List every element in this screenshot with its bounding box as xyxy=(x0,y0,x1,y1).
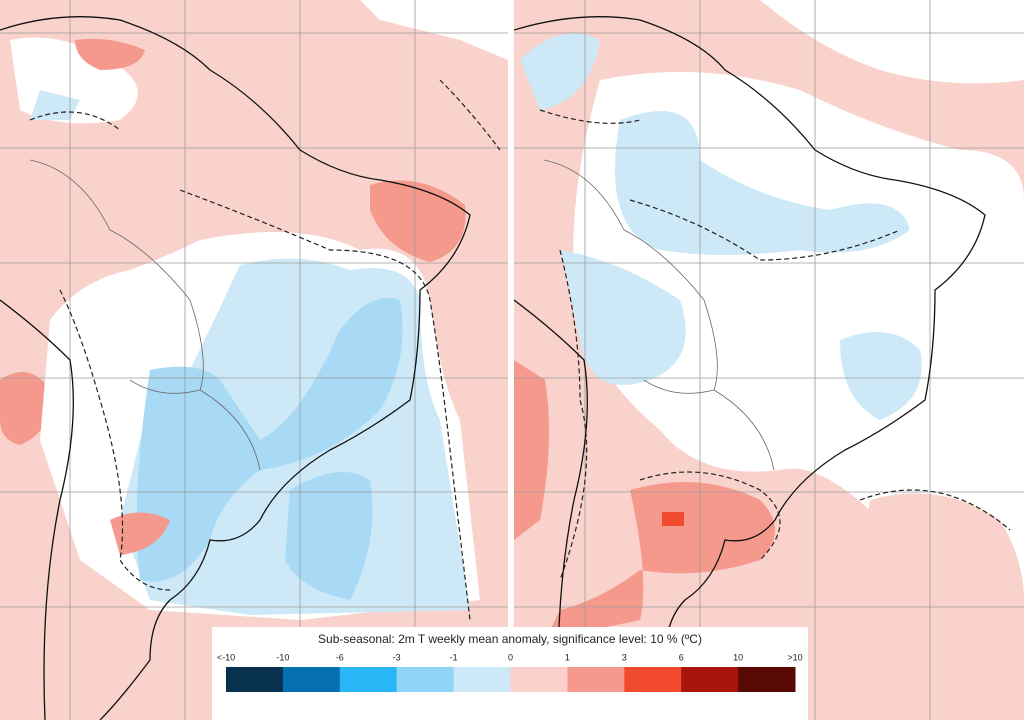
colorbar-tick-label: -10 xyxy=(276,652,289,662)
colorbar-segment xyxy=(624,667,682,692)
colorbar-segment xyxy=(681,667,739,692)
colorbar-tick-label: 1 xyxy=(565,652,570,662)
colorbar-segment xyxy=(453,667,511,692)
colorbar-tick-label: 0 xyxy=(508,652,513,662)
colorbar-tick-label: 10 xyxy=(733,652,743,662)
legend-title: Sub-seasonal: 2m T weekly mean anomaly, … xyxy=(318,632,702,646)
colorbar-segment xyxy=(282,667,341,692)
map-panel-left xyxy=(0,0,508,720)
colorbar-tick-label: >10 xyxy=(787,652,802,662)
colorbar-segment xyxy=(339,667,398,692)
colorbar-tick-label: -1 xyxy=(450,652,458,662)
colorbar-tick-label: -3 xyxy=(393,652,401,662)
colorbar-tick-label: -6 xyxy=(336,652,344,662)
legend: Sub-seasonal: 2m T weekly mean anomaly, … xyxy=(212,627,808,720)
colorbar-segment xyxy=(510,667,568,692)
grid-lines xyxy=(0,0,508,720)
colorbar-tick-label: <-10 xyxy=(217,652,235,662)
colorbar-tick-label: 3 xyxy=(622,652,627,662)
colorbar-tick-label: 6 xyxy=(679,652,684,662)
colorbar-segment xyxy=(226,667,284,692)
colorbar-segment xyxy=(396,667,455,692)
colorbar-segment xyxy=(567,667,625,692)
map-panel-right xyxy=(514,0,1024,720)
grid-lines xyxy=(514,0,1024,720)
colorbar: <-10 -10 -6 -3 -1 0 1 3 6 10 >10 xyxy=(217,652,803,692)
colorbar-segment xyxy=(738,667,796,692)
